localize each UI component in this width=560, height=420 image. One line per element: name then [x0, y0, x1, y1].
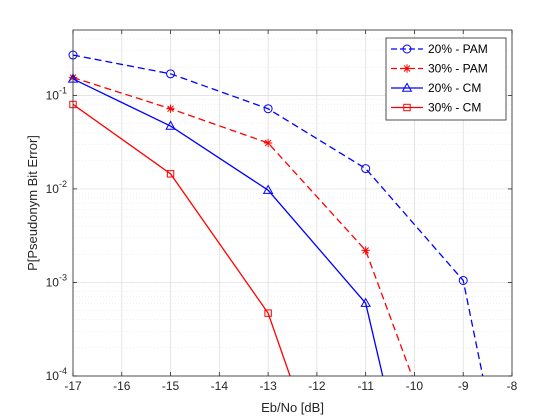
series-line	[73, 103, 291, 376]
x-axis-label: Eb/No [dB]	[261, 400, 324, 415]
data-point-circle	[458, 275, 468, 285]
x-tick-label: -12	[308, 379, 326, 393]
legend-box	[385, 37, 507, 121]
tick-labels: -17 -16 -15 -14 -13 -12 -11 -10 -9 -8 10-4 10-3 10-2…	[46, 85, 518, 393]
data-point-triangle	[165, 120, 176, 130]
series-3	[67, 73, 384, 376]
y-axis-label: P[Pseudonym Bit Error]	[25, 135, 40, 271]
y-tick-label: 10-3	[46, 272, 67, 289]
data-point-circle	[361, 164, 371, 174]
y-tick-label: 10-1	[46, 85, 67, 102]
series-line	[73, 78, 384, 376]
data-point-asterisk	[361, 246, 370, 255]
data-point-square	[264, 309, 272, 317]
data-point-circle	[402, 44, 412, 54]
data-point-triangle	[360, 297, 371, 307]
data-point-square	[403, 103, 411, 112]
legend-entry: 30% - CM	[391, 101, 481, 115]
legend-entry: 20% - PAM	[391, 42, 488, 56]
data-point-triangle	[262, 184, 274, 194]
series-group	[67, 50, 484, 376]
y-tick-label: 10-2	[46, 179, 67, 196]
series-4	[69, 100, 291, 376]
legend-label: 30% - CM	[428, 101, 481, 115]
data-point-asterisk	[263, 138, 273, 148]
axis-ticks	[72, 30, 513, 377]
x-tick-label: -16	[113, 379, 131, 393]
data-point-circle	[166, 69, 176, 79]
data-point-triangle	[401, 82, 413, 92]
legend-entry: 20% - CM	[391, 81, 481, 95]
x-tick-label: -8	[507, 379, 518, 393]
y-tick-label: 10-4	[46, 366, 67, 383]
data-point-asterisk	[166, 104, 175, 113]
x-tick-label: -9	[458, 379, 469, 393]
plot-border	[72, 29, 513, 377]
data-point-circle	[263, 104, 273, 114]
x-tick-label: -17	[64, 379, 82, 393]
x-tick-label: -11	[357, 379, 374, 393]
legend-entry: 30% - PAM	[391, 62, 488, 76]
data-point-square	[166, 170, 175, 178]
series-line	[73, 76, 413, 376]
x-tick-label: -14	[211, 379, 229, 393]
legend-label: 20% - CM	[428, 81, 481, 95]
x-tick-label: -13	[259, 379, 277, 393]
data-point-asterisk	[402, 64, 412, 73]
series-line	[73, 54, 484, 376]
x-tick-label: -10	[406, 379, 424, 393]
legend: 20% - PAM 30% - PAM 20% - CM 30% - CM	[385, 37, 507, 121]
legend-label: 20% - PAM	[428, 42, 488, 56]
x-tick-label: -15	[162, 379, 180, 393]
legend-label: 30% - PAM	[428, 62, 488, 76]
